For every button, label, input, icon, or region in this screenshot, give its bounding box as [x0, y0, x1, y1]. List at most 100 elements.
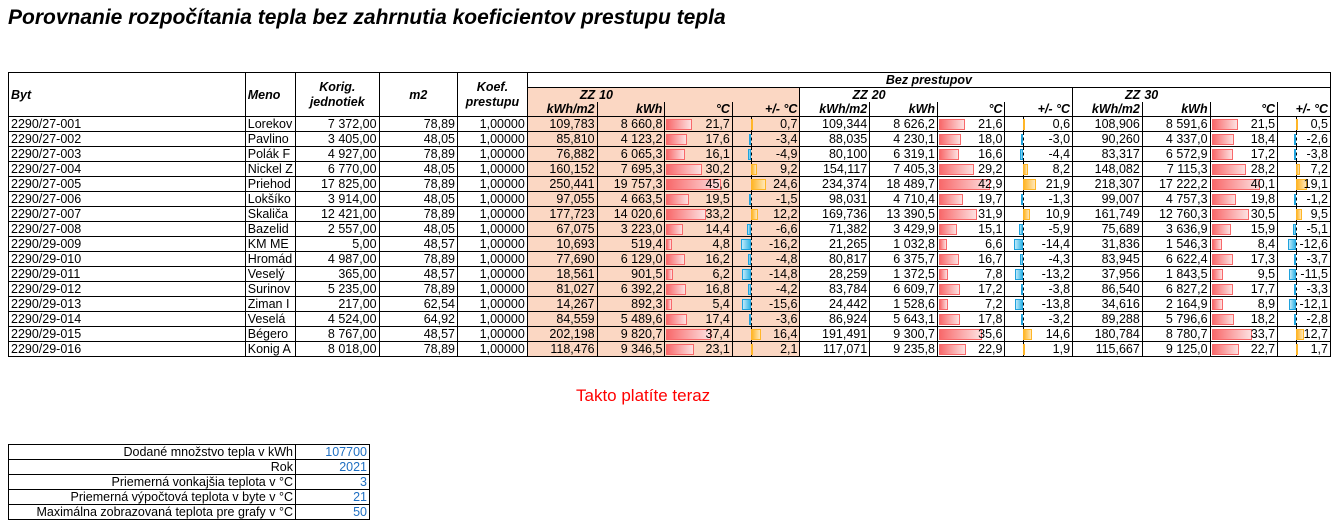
header-m2: m2	[378, 72, 458, 117]
param-value[interactable]: 50	[295, 504, 370, 520]
cell-deviation: 16,4	[731, 326, 800, 342]
table-row: 2290/29-012 Surinov 5 235,00 78,89 1,00000 81…	[8, 281, 1331, 297]
header-t30: 30	[1142, 87, 1211, 102]
deviation-bar	[1294, 254, 1297, 265]
temp-bar	[1211, 314, 1234, 325]
temp-value: 30,5	[1250, 207, 1276, 222]
cell-koef: 1,00000	[457, 251, 528, 267]
cell-koef: 1,00000	[457, 266, 528, 282]
table-row: 2290/29-013 Ziman I 217,00 62,54 1,00000 14,2…	[8, 296, 1331, 312]
deviation-bar	[1023, 164, 1029, 175]
deviation-value: -6,6	[775, 222, 798, 237]
cell-deviation: -12,1	[1277, 296, 1331, 312]
deviation-bar	[748, 314, 751, 325]
deviation-bar	[748, 194, 751, 205]
cell-m2: 48,05	[378, 131, 458, 147]
temp-bar	[666, 239, 673, 250]
deviation-value: 9,2	[780, 162, 798, 177]
temp-bar	[939, 224, 958, 235]
cell-kwh: 1 032,8	[869, 236, 938, 252]
cell-deviation: 8,2	[1004, 161, 1073, 177]
temp-value: 42,9	[978, 177, 1003, 192]
deviation-bar	[1294, 284, 1297, 295]
temp-value: 33,7	[1250, 327, 1276, 342]
param-value[interactable]: 107700	[295, 444, 370, 460]
deviation-bar	[1294, 194, 1297, 205]
cell-m2: 78,89	[378, 341, 458, 357]
cell-deviation: 1,9	[1004, 341, 1073, 357]
temp-value: 17,2	[978, 282, 1003, 297]
cell-kwhm2: 86,924	[799, 311, 870, 327]
cell-temp: 17,7	[1209, 281, 1278, 297]
deviation-axis	[1023, 192, 1025, 206]
cell-temp: 4,8	[664, 236, 733, 252]
cell-kwhm2: 88,035	[799, 131, 870, 147]
param-label: Rok	[8, 459, 296, 475]
cell-kwhm2: 89,288	[1072, 311, 1143, 327]
cell-korig: 5 235,00	[294, 281, 380, 297]
deviation-bar	[750, 164, 757, 175]
cell-temp: 14,4	[664, 221, 733, 237]
deviation-value: 10,9	[1045, 207, 1071, 222]
param-value[interactable]: 2021	[295, 459, 370, 475]
cell-temp: 21,5	[1209, 116, 1278, 132]
deviation-value: -4,4	[1048, 147, 1071, 162]
cell-deviation: 0,7	[731, 116, 800, 132]
deviation-value: 19,1	[1303, 177, 1328, 192]
parameters-table: Dodané množstvo tepla v kWh 107700 Rok 2021…	[8, 444, 370, 520]
temp-bar	[666, 329, 712, 340]
table-row: 2290/29-009 KM ME 5,00 48,57 1,00000 10,693 51…	[8, 236, 1331, 252]
temp-value: 4,8	[712, 237, 730, 252]
cell-koef: 1,00000	[457, 221, 528, 237]
deviation-axis	[750, 132, 752, 146]
deviation-value: 16,4	[773, 327, 798, 342]
deviation-axis	[750, 267, 752, 281]
deviation-value: -3,4	[775, 132, 798, 147]
header-t10: 10	[597, 87, 665, 102]
cell-koef: 1,00000	[457, 296, 528, 312]
deviation-bar	[1289, 299, 1297, 310]
cell-kwh: 9 346,5	[596, 341, 665, 357]
cell-meno: Lokšíko	[244, 191, 296, 207]
temp-value: 23,1	[705, 342, 730, 356]
param-value[interactable]: 3	[295, 474, 370, 490]
cell-kwhm2: 28,259	[799, 266, 870, 282]
temp-value: 22,7	[1250, 342, 1276, 356]
cell-kwh: 8 780,7	[1141, 326, 1211, 342]
cell-kwh: 14 020,6	[596, 206, 665, 222]
temp-value: 17,8	[978, 312, 1003, 327]
cell-temp: 17,3	[1209, 251, 1278, 267]
cell-m2: 78,89	[378, 251, 458, 267]
deviation-bar	[747, 149, 751, 160]
cell-kwhm2: 80,100	[799, 146, 870, 162]
deviation-value: -3,8	[1048, 282, 1071, 297]
deviation-value: 0,7	[780, 117, 798, 132]
cell-temp: 22,9	[937, 341, 1005, 357]
cell-kwh: 9 300,7	[869, 326, 938, 342]
deviation-value: -3,2	[1048, 312, 1071, 327]
cell-deviation: 2,1	[731, 341, 800, 357]
cell-deviation: 19,1	[1277, 176, 1331, 192]
cell-korig: 3 405,00	[294, 131, 380, 147]
cell-temp: 18,0	[937, 131, 1005, 147]
temp-value: 33,2	[705, 207, 730, 222]
header-korig: Korig. jednotiek	[294, 72, 380, 117]
cell-temp: 17,6	[664, 131, 733, 147]
cell-kwh: 19 757,3	[596, 176, 665, 192]
cell-byt: 2290/29-013	[8, 296, 246, 312]
header-kwhm2-10: kWh/m2	[526, 102, 598, 117]
cell-kwhm2: 34,616	[1072, 296, 1143, 312]
cell-kwhm2: 202,198	[526, 326, 598, 342]
cell-kwhm2: 97,055	[526, 191, 598, 207]
cell-temp: 16,6	[937, 146, 1005, 162]
deviation-bar	[1021, 134, 1024, 145]
temp-value: 14,4	[705, 222, 730, 237]
cell-kwh: 1 546,3	[1141, 236, 1211, 252]
cell-kwhm2: 31,836	[1072, 236, 1143, 252]
param-value[interactable]: 21	[295, 489, 370, 505]
cell-deviation: -3,7	[1277, 251, 1331, 267]
cell-deviation: 14,6	[1004, 326, 1073, 342]
cell-kwhm2: 75,689	[1072, 221, 1143, 237]
cell-deviation: -2,8	[1277, 311, 1331, 327]
deviation-axis	[750, 282, 752, 296]
